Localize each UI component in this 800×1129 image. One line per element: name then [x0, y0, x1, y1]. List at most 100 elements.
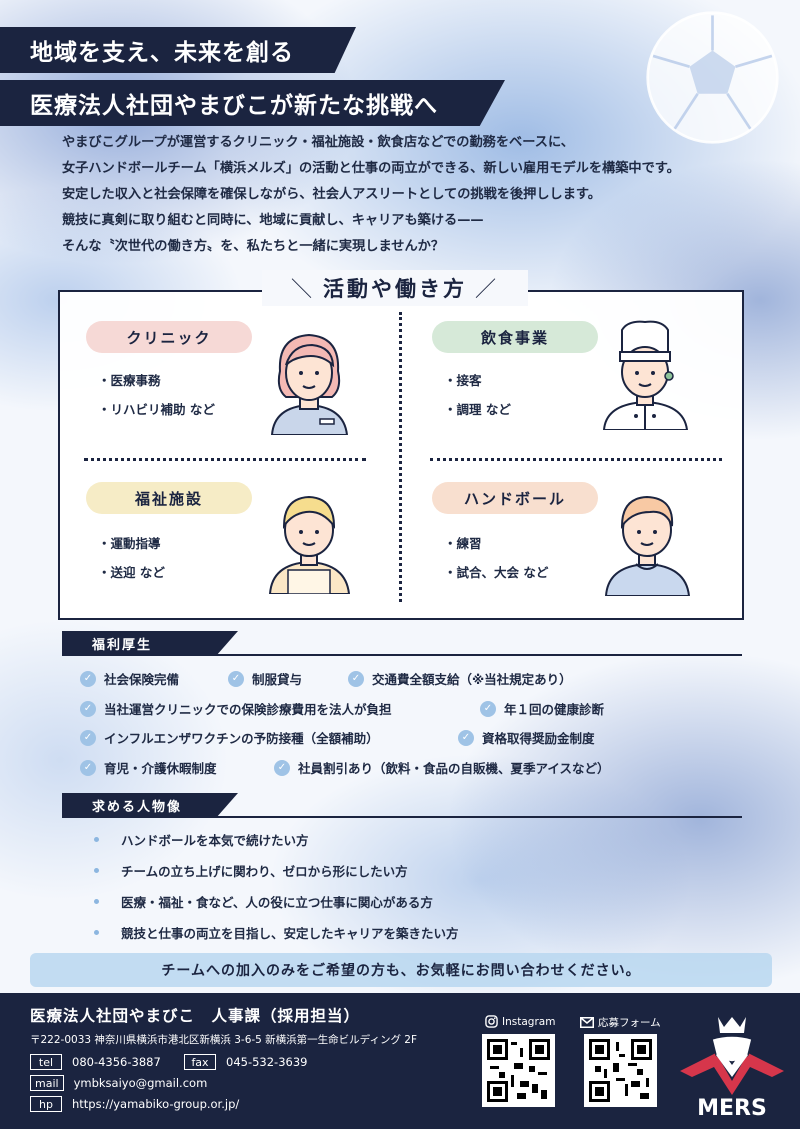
- address: 〒222-0033 神奈川県横浜市港北区新横浜 3-6-5 新横浜第一生命ビルデ…: [30, 1034, 418, 1046]
- logo-text: MERS: [697, 1096, 767, 1121]
- wanted-item: 医療・福祉・食など、人の役に立つ仕事に関心がある方: [94, 892, 433, 911]
- intro-text: やまびこグループが運営するクリニック・福祉施設・飲食店などでの勤務をベースに、 …: [62, 130, 772, 260]
- check-icon: ✓: [228, 670, 244, 687]
- list-item: ・調理 など: [444, 402, 511, 417]
- fax-tag: fax: [184, 1054, 216, 1070]
- wanted-text: 医療・福祉・食など、人の役に立つ仕事に関心がある方: [121, 895, 433, 910]
- check-icon: ✓: [80, 670, 96, 687]
- fax-number: 045-532-3639: [226, 1055, 308, 1069]
- benefit-text: 当社運営クリニックでの保険診療費用を法人が負担: [104, 702, 392, 717]
- contact-hp-row: hp https://yamabiko-group.or.jp/: [30, 1096, 239, 1112]
- wanted-item: チームの立ち上げに関わり、ゼロから形にしたい方: [94, 861, 408, 880]
- intro-line: 安定した収入と社会保障を確保しながら、社会人アスリートとしての挑戦を後押しします…: [62, 187, 601, 202]
- application-form-qr-code[interactable]: [584, 1034, 657, 1107]
- benefit-item: ✓ インフルエンザワクチンの予防接種（全額補助）: [80, 728, 379, 747]
- chef-avatar: [602, 320, 689, 430]
- divider-horizontal: [84, 458, 366, 461]
- pill-handball: ハンドボール: [432, 482, 598, 514]
- form-text: 応募フォーム: [598, 1017, 661, 1029]
- mail-tag: mail: [30, 1075, 64, 1091]
- mail-icon: [580, 1017, 594, 1028]
- wanted-text: ハンドボールを本気で続けたい方: [121, 833, 309, 848]
- bullet-icon: [94, 837, 99, 842]
- qr-pattern: [487, 1039, 550, 1102]
- check-icon: ✓: [80, 759, 96, 776]
- instagram-label: Instagram: [485, 1015, 555, 1028]
- bullet-icon: [94, 868, 99, 873]
- benefit-item: ✓ 年１回の健康診断: [480, 699, 604, 718]
- check-icon: ✓: [458, 729, 474, 746]
- contact-phone-row: tel 080-4356-3887 fax 045-532-3639: [30, 1054, 307, 1070]
- list-item: ・接客: [444, 373, 482, 388]
- benefit-text: 制服貸与: [252, 672, 303, 687]
- intro-line: 女子ハンドボールチーム「横浜メルズ」の活動と仕事の両立ができる、新しい雇用モデル…: [62, 161, 680, 176]
- org-name: 医療法人社団やまびこ 人事課（採用担当）: [30, 1007, 361, 1025]
- section-rule: [62, 816, 742, 818]
- intro-line: そんな〝次世代の働き方〟を、私たちと一緒に実現しませんか？: [62, 239, 445, 254]
- activities-heading: ＼ 活動や働き方 ／: [262, 270, 528, 306]
- inquiry-note: チームへの加入のみをご希望の方も、お気軽にお問い合わせください。: [30, 953, 772, 987]
- check-icon: ✓: [348, 670, 364, 687]
- benefit-text: 資格取得奨励金制度: [482, 731, 595, 746]
- tel-tag: tel: [30, 1054, 62, 1070]
- handball-graphic: [646, 11, 779, 144]
- pill-food: 飲食事業: [432, 321, 598, 353]
- activities-heading-text: 活動や働き方: [323, 277, 467, 301]
- benefit-item: ✓ 資格取得奨励金制度: [458, 728, 595, 747]
- benefit-text: 社員割引あり（飲料・食品の自販機、夏季アイスなど）: [298, 761, 610, 776]
- slash-decoration: ＼: [291, 277, 315, 301]
- instagram-icon: [485, 1015, 498, 1028]
- pill-welfare: 福祉施設: [86, 482, 252, 514]
- wanted-item: 競技と仕事の両立を目指し、安定したキャリアを築きたい方: [94, 923, 459, 942]
- welfare-items: ・運動指導 ・送迎 など: [98, 529, 165, 587]
- player-avatar: [604, 495, 691, 596]
- list-item: ・試合、大会 など: [444, 565, 549, 580]
- check-icon: ✓: [480, 700, 496, 717]
- instagram-qr-code[interactable]: [482, 1034, 555, 1107]
- benefit-item: ✓ 社員割引あり（飲料・食品の自販機、夏季アイスなど）: [274, 758, 610, 777]
- benefit-text: 社会保険完備: [104, 672, 180, 687]
- clinic-items: ・医療事務 ・リハビリ補助 など: [98, 366, 215, 424]
- slash-decoration: ／: [475, 277, 499, 301]
- intro-line: やまびこグループが運営するクリニック・福祉施設・飲食店などでの勤務をベースに、: [62, 135, 574, 150]
- instagram-text: Instagram: [502, 1015, 556, 1028]
- contact-mail-row: mail ymbksaiyo@gmail.com: [30, 1075, 207, 1091]
- handball-items: ・練習 ・試合、大会 など: [444, 529, 548, 587]
- benefit-text: 年１回の健康診断: [504, 702, 605, 717]
- headline-2: 医療法人社団やまびこが新たな挑戦へ: [0, 80, 505, 126]
- benefit-item: ✓ 育児・介護休暇制度: [80, 758, 217, 777]
- tel-number[interactable]: 080-4356-3887: [72, 1055, 161, 1069]
- footer: 医療法人社団やまびこ 人事課（採用担当） 〒222-0033 神奈川県横浜市港北…: [0, 993, 800, 1129]
- wanted-text: チームの立ち上げに関わり、ゼロから形にしたい方: [121, 864, 408, 879]
- benefit-text: 育児・介護休暇制度: [104, 761, 217, 776]
- benefit-text: 交通費全額支給（※当社規定あり）: [372, 672, 572, 687]
- benefit-item: ✓ 当社運営クリニックでの保険診療費用を法人が負担: [80, 699, 392, 718]
- benefit-item: ✓ 交通費全額支給（※当社規定あり）: [348, 669, 572, 688]
- check-icon: ✓: [274, 759, 290, 776]
- headline-1: 地域を支え、未来を創る: [0, 27, 356, 73]
- divider-horizontal: [430, 458, 722, 461]
- wanted-heading: 求める人物像: [62, 793, 238, 817]
- intro-line: 競技に真剣に取り組むと同時に、地域に貢献し、キャリアも築ける——: [62, 213, 484, 228]
- list-item: ・練習: [444, 536, 482, 551]
- bullet-icon: [94, 899, 99, 904]
- caregiver-avatar: [268, 495, 351, 594]
- team-logo: MERS: [680, 1017, 784, 1121]
- clinic-staff-avatar: [270, 333, 349, 435]
- website-link[interactable]: https://yamabiko-group.or.jp/: [72, 1097, 240, 1111]
- wanted-item: ハンドボールを本気で続けたい方: [94, 830, 309, 849]
- wanted-text: 競技と仕事の両立を目指し、安定したキャリアを築きたい方: [121, 926, 459, 941]
- hp-tag: hp: [30, 1096, 62, 1112]
- pill-clinic: クリニック: [86, 321, 252, 353]
- check-icon: ✓: [80, 729, 96, 746]
- list-item: ・医療事務: [98, 373, 161, 388]
- check-icon: ✓: [80, 700, 96, 717]
- benefit-text: インフルエンザワクチンの予防接種（全額補助）: [104, 731, 379, 746]
- list-item: ・リハビリ補助 など: [98, 402, 215, 417]
- list-item: ・送迎 など: [98, 565, 165, 580]
- section-rule: [62, 654, 742, 656]
- divider-vertical: [399, 312, 402, 602]
- mail-address[interactable]: ymbksaiyo@gmail.com: [73, 1076, 208, 1090]
- benefit-item: ✓ 制服貸与: [228, 669, 302, 688]
- food-items: ・接客 ・調理 など: [444, 366, 511, 424]
